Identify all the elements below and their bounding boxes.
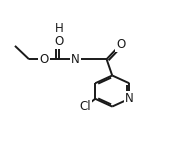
Text: N: N bbox=[71, 53, 80, 66]
Text: O: O bbox=[54, 35, 64, 48]
Text: N: N bbox=[125, 92, 134, 105]
Text: H: H bbox=[55, 22, 63, 35]
Text: Cl: Cl bbox=[79, 100, 91, 113]
Text: O: O bbox=[116, 38, 125, 51]
Text: O: O bbox=[39, 53, 49, 66]
